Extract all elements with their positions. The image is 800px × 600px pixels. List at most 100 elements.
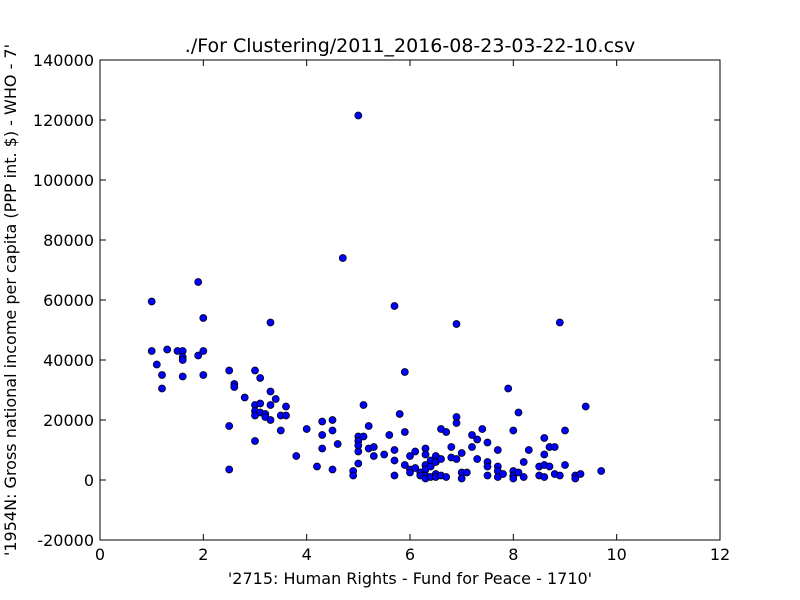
x-tick-label: 12: [710, 545, 730, 564]
data-point: [555, 318, 564, 327]
data-point: [282, 411, 290, 420]
data-point: [225, 465, 234, 474]
x-tick-label: 0: [95, 545, 105, 564]
chart-title: ./For Clustering/2011_2016-08-23-03-22-1…: [185, 35, 635, 57]
data-point: [561, 461, 569, 469]
data-point: [276, 426, 285, 435]
data-point: [385, 431, 394, 439]
data-point: [437, 455, 445, 463]
data-point: [478, 425, 487, 433]
data-point: [271, 395, 280, 403]
data-point: [400, 428, 409, 436]
x-tick-label: 4: [302, 545, 312, 564]
data-point: [364, 422, 373, 430]
data-point: [302, 425, 311, 433]
y-tick-label: 20000: [43, 411, 94, 430]
data-point: [158, 384, 166, 393]
data-point: [514, 408, 523, 417]
data-point: [256, 374, 265, 382]
data-point: [555, 471, 564, 480]
data-point: [313, 462, 321, 471]
data-point: [519, 458, 528, 466]
data-point: [333, 440, 342, 448]
data-point: [292, 452, 301, 460]
data-point: [328, 465, 337, 474]
data-point: [266, 387, 275, 396]
data-point: [447, 443, 456, 451]
x-tick-label: 8: [508, 545, 518, 564]
data-point: [514, 468, 523, 477]
data-point: [499, 470, 507, 478]
data-point: [328, 426, 337, 435]
data-point: [194, 351, 203, 360]
data-point: [147, 297, 156, 306]
data-point: [504, 384, 513, 393]
data-point: [493, 446, 502, 454]
data-point: [483, 462, 492, 471]
data-point: [390, 302, 399, 310]
data-point: [473, 455, 482, 463]
data-point: [178, 356, 187, 364]
data-point: [452, 419, 461, 427]
x-tick-label: 6: [405, 545, 415, 564]
data-point: [251, 366, 259, 375]
data-point: [406, 468, 414, 477]
data-point: [545, 462, 554, 471]
data-point: [318, 417, 327, 426]
data-points: [147, 111, 606, 483]
data-point: [550, 443, 559, 451]
y-tick-label: 40000: [43, 351, 94, 370]
data-point: [178, 372, 187, 381]
y-tick-label: 100000: [33, 171, 94, 190]
data-point: [411, 464, 420, 472]
data-point: [462, 468, 471, 477]
data-point: [468, 431, 476, 439]
data-point: [354, 111, 363, 120]
data-point: [380, 450, 389, 459]
y-axis-label: '1954N: Gross national income per capita…: [1, 44, 20, 556]
data-point: [452, 320, 461, 328]
data-point: [473, 435, 482, 444]
data-point: [457, 449, 466, 457]
data-point: [158, 371, 166, 379]
data-point: [240, 393, 249, 402]
data-point: [251, 437, 259, 445]
data-point: [540, 473, 549, 481]
data-point: [349, 471, 358, 480]
data-point: [581, 402, 590, 411]
plot-frame: [99, 59, 721, 541]
y-tick-label: 120000: [33, 111, 94, 130]
data-point: [524, 446, 533, 454]
data-point: [199, 347, 208, 355]
data-point: [442, 473, 451, 481]
data-point: [230, 383, 239, 391]
data-point: [199, 371, 208, 379]
data-point: [576, 470, 585, 478]
data-point: [400, 461, 409, 469]
data-point: [163, 345, 172, 354]
data-point: [540, 434, 549, 442]
data-point: [390, 456, 399, 465]
data-point: [561, 426, 569, 435]
data-point: [147, 347, 156, 355]
data-point: [390, 446, 399, 454]
data-point: [354, 459, 363, 468]
data-point: [468, 443, 476, 451]
x-tick-label: 2: [198, 545, 208, 564]
data-point: [483, 438, 492, 447]
data-point: [421, 450, 430, 459]
data-point: [225, 366, 234, 375]
data-point: [318, 444, 327, 453]
plot-area: [100, 60, 720, 540]
data-point: [266, 401, 275, 409]
data-point: [519, 473, 528, 481]
y-axis-ticks: -20000 0 20000 40000 60000 80000 100000 120000 1…: [33, 51, 720, 550]
y-tick-label: 140000: [33, 51, 94, 70]
y-tick-label: 80000: [43, 231, 94, 250]
data-point: [369, 443, 378, 451]
y-tick-label: 60000: [43, 291, 94, 310]
data-point: [411, 447, 420, 456]
data-point: [442, 428, 451, 436]
data-point: [359, 401, 368, 409]
data-point: [509, 474, 518, 483]
